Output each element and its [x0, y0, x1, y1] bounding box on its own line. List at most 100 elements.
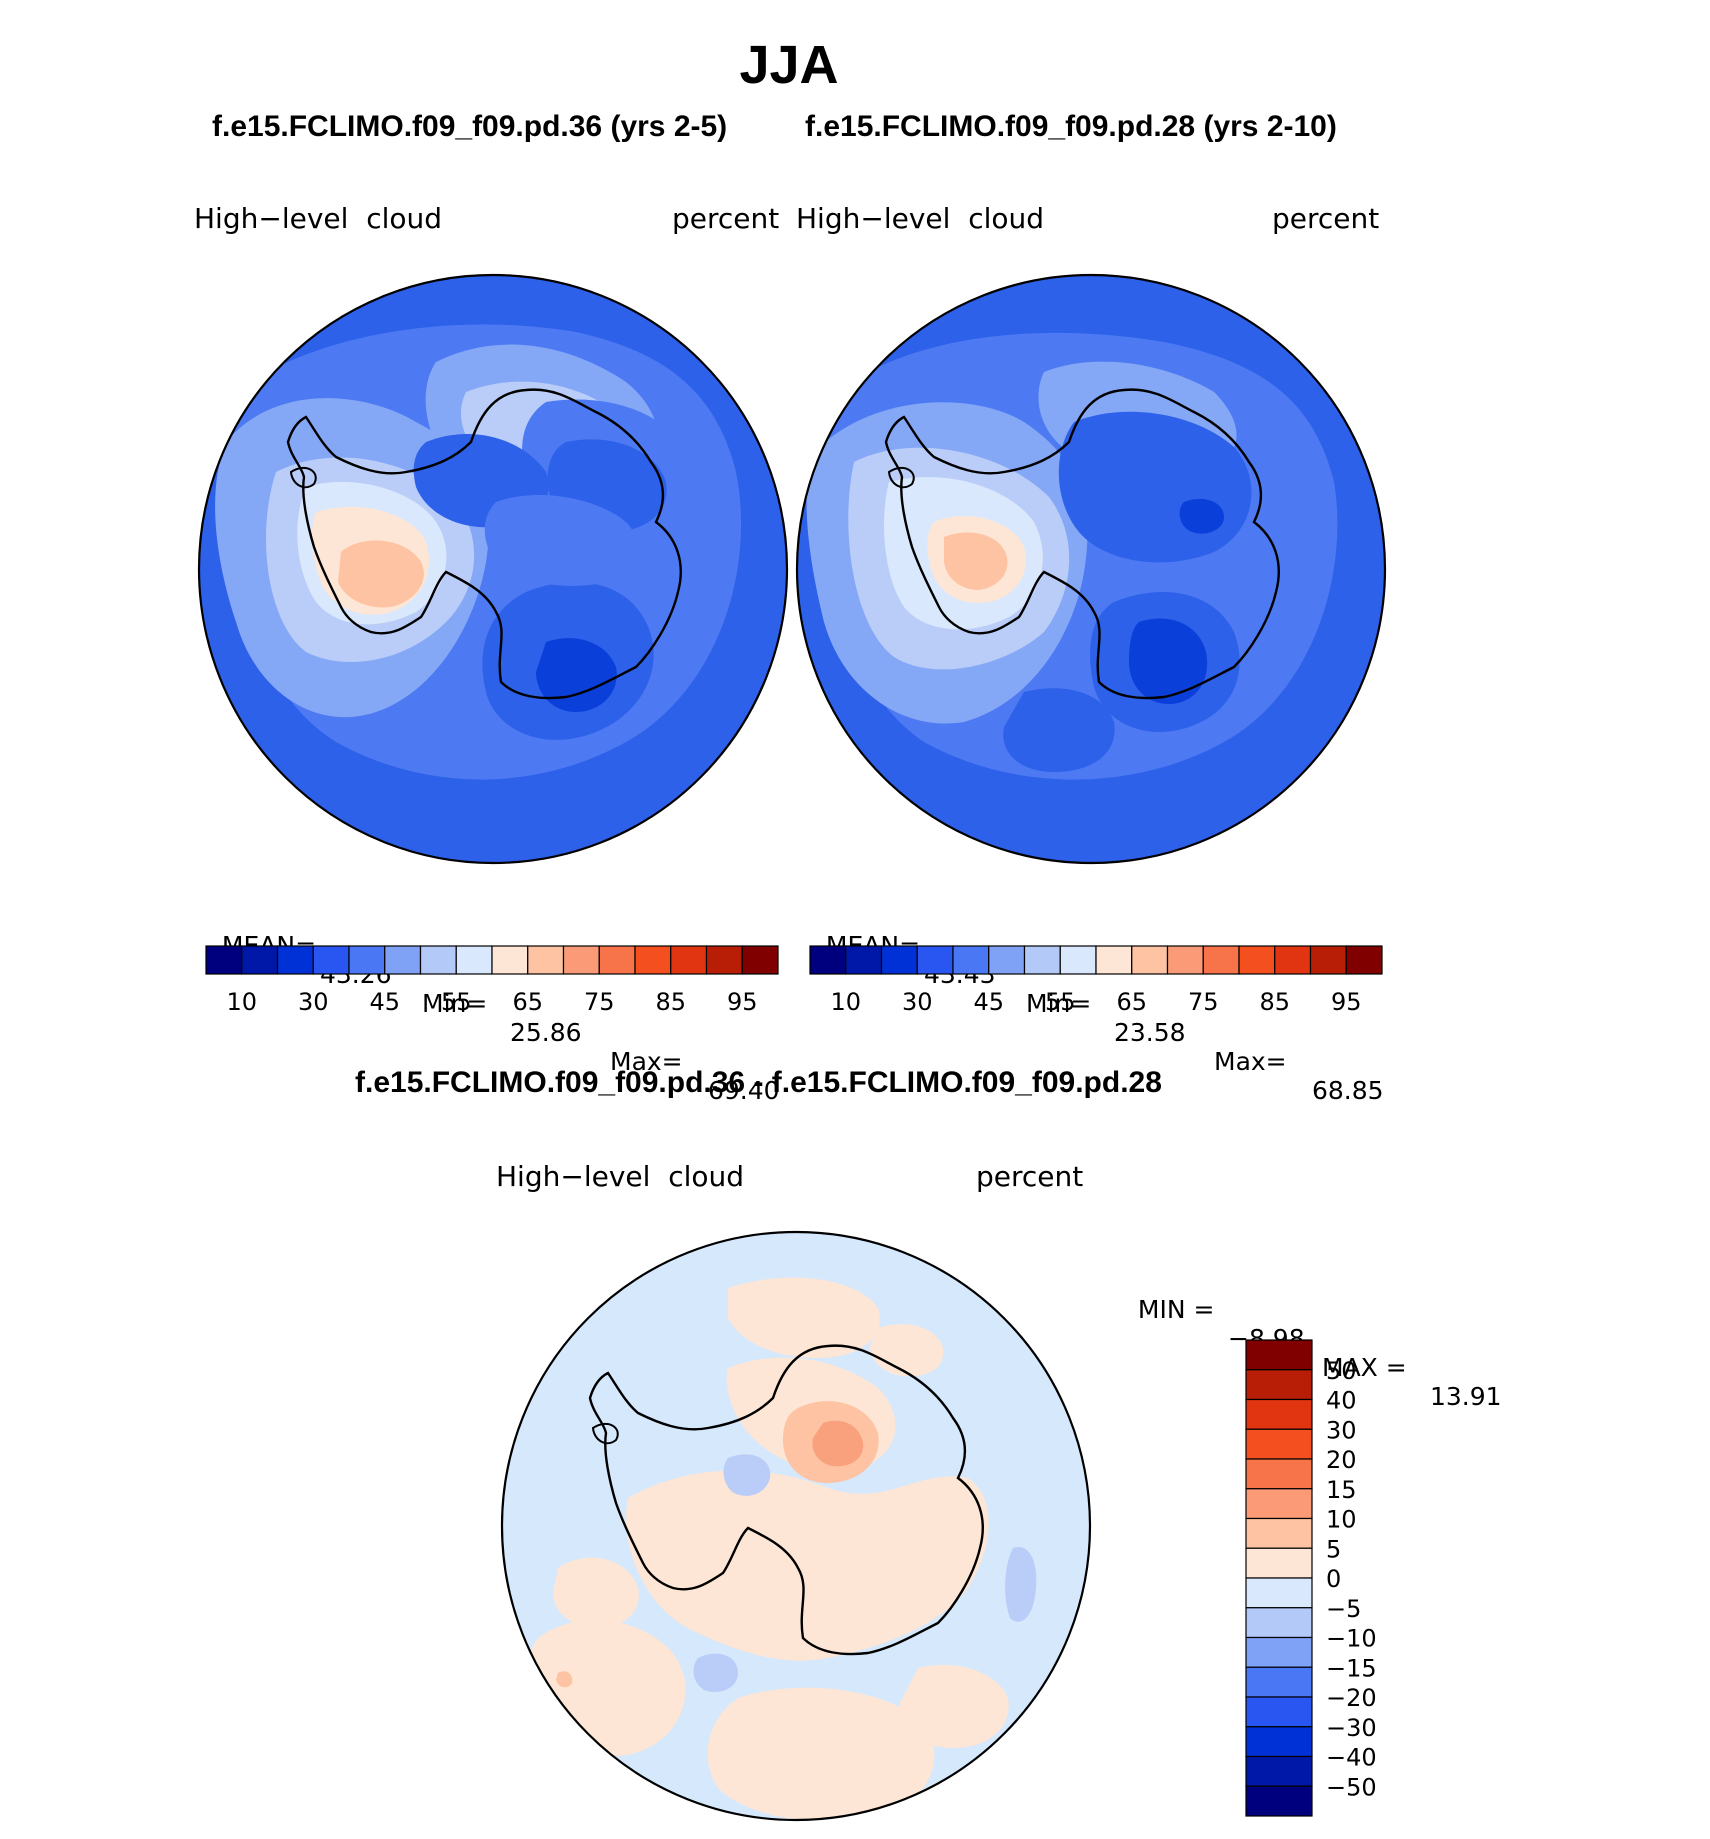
difference-colorbar-box — [1245, 1726, 1313, 1758]
difference-colorbar-label: −10 — [1326, 1625, 1377, 1653]
top-left-colorbar-box — [241, 945, 279, 975]
bottom-variable-label: High−level cloud — [496, 1160, 745, 1193]
difference-colorbar-box — [1245, 1398, 1313, 1430]
season-title: JJA — [739, 35, 839, 95]
difference-colorbar-label: 50 — [1326, 1357, 1357, 1385]
top-right-colorbar-label: 95 — [1331, 988, 1362, 1016]
top-left-colorbar-box — [598, 945, 636, 975]
top-left-colorbar-label: 65 — [512, 988, 543, 1016]
difference-colorbar-label: −30 — [1326, 1714, 1377, 1742]
top-left-max-label: Max= — [610, 1047, 683, 1076]
top-left-colorbar-box — [491, 945, 529, 975]
top-left-colorbar-label: 55 — [441, 988, 472, 1016]
top-right-colorbar-box — [1274, 945, 1312, 975]
difference-colorbar-box — [1245, 1666, 1313, 1698]
top-right-colorbar-box — [1095, 945, 1133, 975]
top-right-colorbar-box — [988, 945, 1026, 975]
top-right-colorbar-label: 85 — [1259, 988, 1290, 1016]
difference-colorbar-box — [1245, 1785, 1313, 1817]
difference-colorbar-label: 30 — [1326, 1416, 1357, 1444]
top-right-colorbar-box — [1202, 945, 1240, 975]
top-left-colorbar-box — [705, 945, 743, 975]
top-right-colorbar-label: 65 — [1116, 988, 1147, 1016]
top-right-title: f.e15.FCLIMO.f09_f09.pd.28 (yrs 2-10) — [805, 110, 1337, 143]
top-left-colorbar-label: 30 — [298, 988, 329, 1016]
difference-colorbar-label: 15 — [1326, 1476, 1357, 1504]
top-left-colorbar-box — [455, 945, 493, 975]
top-right-colorbar-box — [1131, 945, 1169, 975]
difference-colorbar-box — [1245, 1755, 1313, 1787]
top-left-colorbar-box — [276, 945, 314, 975]
difference-colorbar-label: −50 — [1326, 1773, 1377, 1801]
bottom-max-label: MAX = — [1322, 1353, 1407, 1382]
top-left-max-value: 69.40 — [708, 1076, 780, 1105]
top-left-units-label: percent — [672, 202, 780, 235]
top-left-colorbar-box — [419, 945, 457, 975]
difference-colorbar-box — [1245, 1428, 1313, 1460]
top-left-colorbar-box — [384, 945, 422, 975]
top-right-colorbar-label: 45 — [973, 988, 1004, 1016]
bottom-min-label: MIN = — [1137, 1295, 1215, 1324]
top-right-colorbar-box — [1059, 945, 1097, 975]
top-right-colorbar-box — [1238, 945, 1276, 975]
top-right-colorbar-label: 55 — [1045, 988, 1076, 1016]
top-left-colorbar-box — [741, 945, 779, 975]
top-left-min-label: Min= — [422, 989, 488, 1018]
difference-colorbar-box — [1245, 1696, 1313, 1728]
top-left-colorbar-label: 75 — [584, 988, 615, 1016]
top-left-colorbar-box — [312, 945, 350, 975]
bottom-minmax: MIN = −8.98 MAX = 13.91 — [1122, 1266, 1502, 1411]
difference-colorbar-box — [1245, 1517, 1313, 1549]
top-left-colorbar-box — [348, 945, 386, 975]
difference-colorbar-label: 5 — [1326, 1535, 1341, 1563]
top-left-colorbar-box — [670, 945, 708, 975]
top-right-polar-map — [795, 273, 1387, 865]
difference-colorbar-label: 10 — [1326, 1506, 1357, 1534]
top-left-colorbar-box — [205, 945, 243, 975]
bottom-units-label: percent — [976, 1160, 1084, 1193]
top-left-min-value: 25.86 — [510, 1018, 582, 1047]
top-left-polar-map — [197, 273, 789, 865]
difference-colorbar-label: −5 — [1326, 1595, 1361, 1623]
difference-colorbar-label: −40 — [1326, 1744, 1377, 1772]
difference-colorbar-box — [1245, 1577, 1313, 1609]
top-right-colorbar-box — [1166, 945, 1204, 975]
top-right-colorbar-box — [809, 945, 847, 975]
top-right-min-value: 23.58 — [1114, 1018, 1186, 1047]
top-left-colorbar-box — [634, 945, 672, 975]
difference-colorbar-label: 0 — [1326, 1565, 1341, 1593]
difference-colorbar-box — [1245, 1547, 1313, 1579]
top-left-colorbar-label: 10 — [226, 988, 257, 1016]
top-right-colorbar-box — [1345, 945, 1383, 975]
top-right-colorbar-label: 30 — [902, 988, 933, 1016]
top-right-max-value: 68.85 — [1312, 1076, 1384, 1105]
top-left-variable-label: High−level cloud — [194, 202, 443, 235]
difference-colorbar-box — [1245, 1636, 1313, 1668]
top-right-units-label: percent — [1272, 202, 1380, 235]
top-right-colorbar-label: 10 — [830, 988, 861, 1016]
top-right-min-label: Min= — [1026, 989, 1092, 1018]
difference-colorbar-box — [1245, 1339, 1313, 1371]
difference-colorbar-label: −20 — [1326, 1684, 1377, 1712]
top-right-colorbar: 10 30 45 55 65 75 85 95 — [809, 945, 1383, 1016]
difference-colorbar-label: 40 — [1326, 1387, 1357, 1415]
difference-colorbar-box — [1245, 1607, 1313, 1639]
top-right-colorbar-box — [845, 945, 883, 975]
top-right-colorbar-box — [916, 945, 954, 975]
difference-colorbar-box — [1245, 1488, 1313, 1520]
top-right-colorbar-box — [1309, 945, 1347, 975]
top-right-colorbar-box — [880, 945, 918, 975]
difference-colorbar-box — [1245, 1369, 1313, 1401]
difference-colorbar-box — [1245, 1458, 1313, 1490]
top-left-colorbar-box — [562, 945, 600, 975]
top-left-colorbar-label: 85 — [655, 988, 686, 1016]
top-left-colorbar-box — [527, 945, 565, 975]
top-right-colorbar-box — [952, 945, 990, 975]
bottom-polar-map — [500, 1230, 1092, 1822]
top-left-title: f.e15.FCLIMO.f09_f09.pd.36 (yrs 2-5) — [212, 110, 728, 143]
top-left-colorbar: 10 30 45 55 65 75 85 95 — [205, 945, 779, 1016]
bottom-title: f.e15.FCLIMO.f09_f09.pd.36 - f.e15.FCLIM… — [355, 1066, 1162, 1099]
top-right-colorbar-label: 75 — [1188, 988, 1219, 1016]
top-right-max-label: Max= — [1214, 1047, 1287, 1076]
